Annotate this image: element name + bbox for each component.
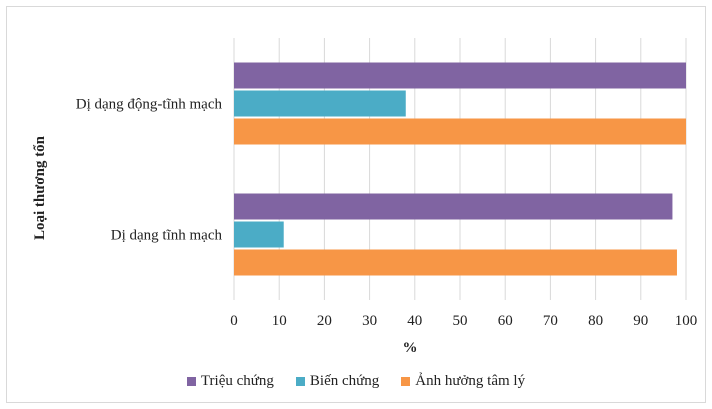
x-tick-label: 20	[317, 313, 332, 329]
y-axis-label: Loại thương tổn	[32, 135, 48, 240]
bar	[234, 62, 686, 89]
x-tick-label: 40	[407, 313, 422, 329]
bars	[234, 62, 686, 276]
x-tick-label: 30	[362, 313, 377, 329]
x-tick-label: 90	[633, 313, 648, 329]
y-category-labels: Dị dạng động-tĩnh mạch Dị dạng tĩnh mạch	[76, 97, 223, 244]
bar	[234, 118, 686, 145]
legend-label: Biến chứng	[309, 372, 380, 389]
legend-item: Ảnh hưởng tâm lý	[401, 373, 525, 390]
bar	[234, 249, 677, 276]
x-tick-label: 60	[498, 313, 513, 329]
legend-item: Biến chứng	[295, 372, 380, 390]
x-tick-label: 10	[272, 313, 287, 329]
x-tick-label: 70	[543, 313, 558, 329]
y-category-label: Dị dạng tĩnh mạch	[111, 228, 223, 244]
legend-swatch	[401, 376, 411, 386]
legend-swatch	[186, 376, 196, 386]
x-tick-label: 80	[588, 313, 603, 329]
x-tick-label: 0	[230, 313, 238, 329]
bar	[234, 221, 284, 248]
bar	[234, 90, 406, 117]
legend-item: Triệu chứng	[186, 372, 274, 390]
legend-label: Triệu chứng	[200, 372, 274, 389]
legend-label: Ảnh hưởng tâm lý	[415, 372, 526, 389]
x-axis-label: %	[403, 340, 418, 356]
y-category-label: Dị dạng động-tĩnh mạch	[76, 97, 223, 113]
x-tick-label: 50	[453, 313, 468, 329]
legend: Triệu chứng Biến chứng Ảnh hưởng tâm lý	[0, 369, 712, 393]
legend-swatch	[295, 376, 305, 386]
x-tick-labels: 0 10 20 30 40 50 60 70 80 90 100	[230, 313, 697, 329]
bar	[234, 193, 673, 220]
x-tick-label: 100	[675, 313, 698, 329]
